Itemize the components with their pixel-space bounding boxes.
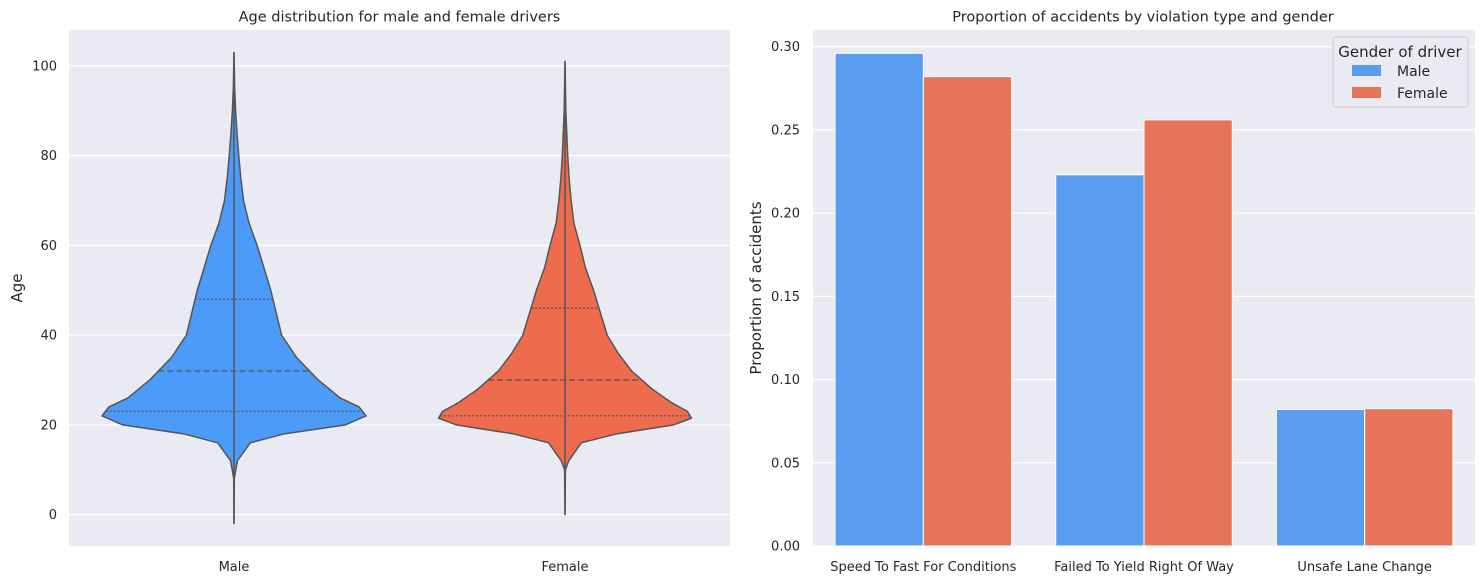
violin-plot-area bbox=[69, 30, 730, 546]
bar-x-tick-label: Unsafe Lane Change bbox=[1297, 560, 1432, 575]
bar-male-0 bbox=[834, 52, 924, 547]
bar-y-ticks: 0.00 0.05 0.10 0.15 0.20 0.25 0.30 bbox=[771, 40, 800, 554]
bar-chart-title: Proportion of accidents by violation typ… bbox=[952, 10, 1334, 26]
violin-x-tick-label: Female bbox=[541, 560, 588, 575]
violin-y-tick-label: 100 bbox=[32, 59, 57, 74]
legend-title: Gender of driver bbox=[1338, 43, 1462, 61]
bar-y-tick-label: 0.00 bbox=[771, 540, 800, 555]
bar-x-tick-label: Speed To Fast For Conditions bbox=[830, 560, 1016, 575]
bar-female-2 bbox=[1364, 408, 1454, 547]
bar-marks bbox=[834, 52, 1454, 547]
bar-male-1 bbox=[1055, 174, 1145, 547]
bar-y-tick-label: 0.25 bbox=[771, 123, 800, 138]
violin-x-tick-label: Male bbox=[219, 560, 250, 575]
legend-swatch-female bbox=[1352, 87, 1381, 98]
bar-y-tick-label: 0.15 bbox=[771, 290, 800, 305]
bar-y-tick-label: 0.10 bbox=[771, 373, 800, 388]
bar-y-axis-label: Proportion of accidents bbox=[747, 201, 765, 374]
bar-female-0 bbox=[922, 76, 1013, 547]
violin-female bbox=[437, 60, 693, 516]
violin-y-tick-label: 60 bbox=[40, 239, 57, 254]
bar-chart: 0.00 0.05 0.10 0.15 0.20 0.25 0.30 Speed To Fa… bbox=[747, 10, 1475, 575]
violin-y-axis-label: Age bbox=[8, 273, 26, 302]
violin-male bbox=[101, 51, 367, 525]
bar-y-tick-label: 0.20 bbox=[771, 207, 800, 222]
legend: Gender of driver Male Female bbox=[1332, 36, 1469, 108]
violin-x-ticks: Male Female bbox=[219, 560, 589, 575]
violin-bodies bbox=[101, 51, 693, 525]
violin-chart: 0 20 40 60 80 100 Male Female Age distribution… bbox=[8, 10, 730, 575]
bar-x-ticks: Speed To Fast For Conditions Failed To Yi… bbox=[830, 560, 1432, 575]
legend-label-female: Female bbox=[1397, 86, 1448, 102]
legend-swatch-male bbox=[1352, 65, 1381, 76]
bar-y-tick-label: 0.30 bbox=[771, 40, 800, 55]
violin-y-tick-label: 40 bbox=[40, 329, 57, 344]
bar-x-tick-label: Failed To Yield Right Of Way bbox=[1054, 560, 1234, 575]
violin-y-tick-label: 0 bbox=[49, 508, 57, 523]
bar-female-1 bbox=[1143, 119, 1233, 547]
violin-y-tick-label: 20 bbox=[40, 418, 57, 433]
legend-label-male: Male bbox=[1397, 64, 1430, 80]
bar-male-2 bbox=[1275, 409, 1366, 547]
violin-y-tick-label: 80 bbox=[40, 149, 57, 164]
violin-y-ticks: 0 20 40 60 80 100 bbox=[32, 59, 57, 523]
violin-chart-title: Age distribution for male and female dri… bbox=[239, 10, 561, 26]
bar-y-tick-label: 0.05 bbox=[771, 456, 800, 471]
